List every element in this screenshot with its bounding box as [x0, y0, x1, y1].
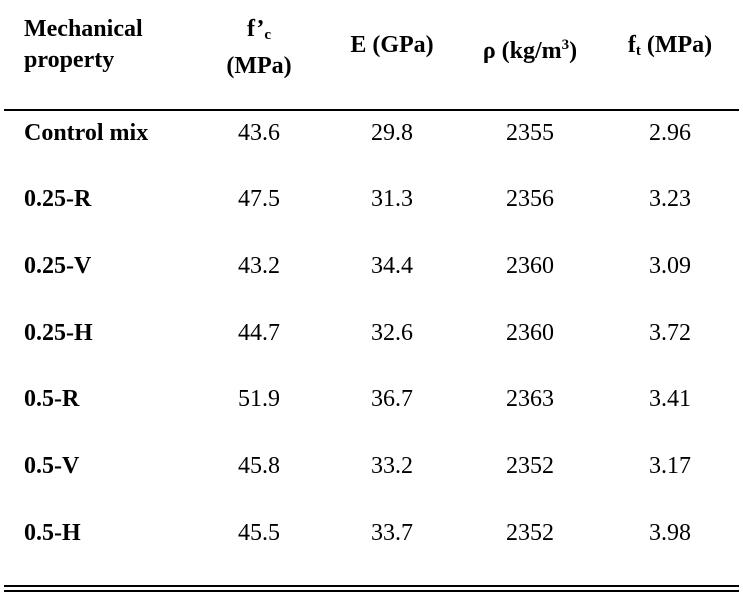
rho-superscript: 3: [561, 37, 570, 53]
cell-e: 32.6: [371, 320, 413, 346]
fc-main: f’: [247, 16, 265, 42]
rho-post: ): [569, 38, 578, 64]
row-label: 0.25-R: [24, 186, 92, 212]
cell-fc: 45.5: [238, 520, 280, 546]
fc-subscript: c: [264, 27, 271, 43]
table-row: 0.25-H 44.7 32.6 2360 3.72: [0, 313, 743, 353]
rho-pre: ρ (kg/m: [482, 38, 562, 64]
row-label: 0.25-V: [24, 253, 92, 279]
header-fc: f’c (MPa): [199, 14, 319, 82]
cell-e: 36.7: [371, 386, 413, 412]
cell-fc: 43.2: [238, 253, 280, 279]
cell-fc: 47.5: [238, 186, 280, 212]
table-row: 0.25-R 47.5 31.3 2356 3.23: [0, 179, 743, 219]
cell-rho: 2360: [506, 320, 554, 346]
row-label: 0.5-R: [24, 386, 80, 412]
cell-rho: 2363: [506, 386, 554, 412]
cell-fc: 45.8: [238, 453, 280, 479]
cell-fc: 51.9: [238, 386, 280, 412]
cell-ft: 2.96: [649, 120, 691, 146]
row-label: 0.5-V: [24, 453, 80, 479]
cell-rho: 2352: [506, 520, 554, 546]
row-label: 0.25-H: [24, 320, 93, 346]
table-row: Control mix 43.6 29.8 2355 2.96: [0, 113, 743, 153]
cell-rho: 2356: [506, 186, 554, 212]
header-line-2: property: [24, 47, 115, 73]
table-row: 0.5-V 45.8 33.2 2352 3.17: [0, 446, 743, 486]
header-ft: ft (MPa): [605, 30, 735, 67]
cell-ft: 3.17: [649, 453, 691, 479]
header-rho: ρ (kg/m3): [455, 30, 605, 67]
cell-ft: 3.09: [649, 253, 691, 279]
cell-fc: 43.6: [238, 120, 280, 146]
cell-e: 33.7: [371, 520, 413, 546]
table-row: 0.25-V 43.2 34.4 2360 3.09: [0, 246, 743, 286]
ft-post: (MPa): [640, 32, 713, 58]
cell-e: 31.3: [371, 186, 413, 212]
ft-main: f: [627, 32, 636, 58]
table-row: 0.5-H 45.5 33.7 2352 3.98: [0, 513, 743, 553]
ft-subscript: t: [635, 43, 641, 59]
header-line-1: Mechanical: [24, 16, 143, 42]
bottom-rule-1: [4, 585, 739, 587]
cell-rho: 2352: [506, 453, 554, 479]
header-fc-symbol: f’c: [199, 14, 319, 51]
cell-e: 29.8: [371, 120, 413, 146]
cell-fc: 44.7: [238, 320, 280, 346]
cell-ft: 3.23: [649, 186, 691, 212]
header-fc-unit: (MPa): [226, 53, 292, 79]
row-label: Control mix: [24, 120, 149, 146]
header-mechanical-property: Mechanical property: [24, 14, 143, 76]
cell-e: 34.4: [371, 253, 413, 279]
cell-ft: 3.41: [649, 386, 691, 412]
cell-ft: 3.72: [649, 320, 691, 346]
table-row: 0.5-R 51.9 36.7 2363 3.41: [0, 379, 743, 419]
header-e: E (GPa): [350, 32, 434, 58]
bottom-rule-2: [4, 590, 739, 592]
header-rule: [4, 109, 739, 111]
cell-rho: 2360: [506, 253, 554, 279]
row-label: 0.5-H: [24, 520, 81, 546]
cell-e: 33.2: [371, 453, 413, 479]
cell-rho: 2355: [506, 120, 554, 146]
cell-ft: 3.98: [649, 520, 691, 546]
